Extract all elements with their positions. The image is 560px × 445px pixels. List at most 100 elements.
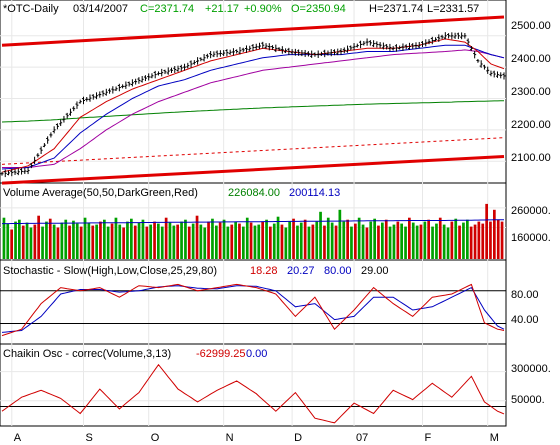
- volume-bar-69: [269, 226, 272, 259]
- x-axis: A S O N D 07 F M: [14, 432, 499, 444]
- volume-bar-114: [442, 224, 446, 259]
- chaikin-tick-300000: 300000.: [511, 363, 551, 375]
- volume-bar-10: [41, 226, 44, 259]
- volume-bar-95: [369, 221, 373, 259]
- volume-bar-113: [438, 217, 442, 259]
- volume-bar-8: [33, 224, 37, 259]
- volume-bar-76: [296, 225, 299, 259]
- volume-bar-72: [280, 224, 284, 259]
- volume-bar-50: [195, 215, 199, 259]
- stoch-tick-80: 80.00: [511, 289, 539, 301]
- volume-bar-85: [330, 222, 334, 259]
- volume-bar-124: [481, 223, 485, 259]
- volume-bar-22: [87, 222, 91, 259]
- volume-bar-104: [404, 226, 407, 259]
- volume-bar-29: [114, 217, 118, 259]
- volume-bar-111: [431, 226, 434, 259]
- chaikin-title: Chaikin Osc - correc(Volume,3,13): [3, 348, 171, 360]
- volume-bar-100: [388, 226, 392, 259]
- volume-bar-82: [319, 211, 322, 259]
- volume-title: Volume Average(50,50,DarkGreen,Red): [3, 187, 198, 199]
- volume-bar-125: [485, 203, 488, 259]
- volume-bar-41: [160, 226, 164, 259]
- volume-bar-1: [6, 223, 10, 259]
- volume-layer: [2, 203, 504, 259]
- chaikin-layer: [0, 363, 506, 424]
- header-low: L=2331.57: [427, 3, 479, 15]
- stoch-lower: 29.00: [361, 265, 389, 277]
- header-close: C=2371.74: [140, 3, 194, 15]
- volume-bar-24: [95, 224, 98, 259]
- volume-bar-118: [458, 225, 461, 259]
- volume-bar-90: [350, 226, 353, 259]
- volume-bar-55: [215, 225, 218, 259]
- volume-bar-65: [253, 225, 257, 259]
- volume-bar-116: [450, 221, 454, 259]
- price-tick-2200: 2200.00: [511, 119, 551, 131]
- volume-bar-78: [303, 219, 307, 259]
- volume-bar-52: [203, 227, 207, 259]
- volume-bar-64: [249, 222, 253, 259]
- header-high: H=2371.74: [369, 3, 423, 15]
- volume-value2: 200114.13: [289, 187, 340, 199]
- x-tick-label-5: 07: [356, 432, 368, 444]
- volume-bar-117: [454, 218, 458, 259]
- volume-bar-28: [110, 223, 114, 259]
- stoch-k-line: [1, 283, 505, 337]
- volume-bar-5: [21, 225, 25, 259]
- stochastic-layer: [0, 283, 506, 337]
- volume-bar-81: [315, 221, 319, 259]
- channel-lower-line: [1, 154, 505, 185]
- volume-bar-87: [338, 209, 342, 259]
- volume-bar-94: [365, 227, 369, 259]
- stoch-title: Stochastic - Slow(High,Low,Close,25,29,8…: [3, 265, 217, 277]
- ma-mid-line: [1, 44, 505, 170]
- volume-bar-23: [91, 225, 95, 259]
- volume-bar-14: [56, 227, 60, 259]
- volume-bar-48: [187, 226, 191, 259]
- volume-bar-51: [199, 224, 203, 259]
- volume-bar-103: [400, 223, 403, 259]
- volume-value1: 226084.00: [228, 187, 280, 199]
- volume-bar-80: [311, 224, 315, 259]
- volume-bar-13: [52, 224, 56, 259]
- ma-long-line: [2, 49, 505, 168]
- volume-bar-91: [354, 223, 357, 259]
- price-tick-2100: 2100.00: [511, 152, 551, 164]
- volume-bar-96: [373, 218, 376, 259]
- volume-bar-36: [141, 219, 145, 259]
- volume-bar-20: [79, 226, 83, 259]
- volume-bar-54: [211, 218, 214, 259]
- volume-bar-127: [493, 209, 496, 259]
- volume-bar-79: [307, 226, 311, 259]
- volume-bar-44: [172, 225, 176, 259]
- volume-bar-63: [245, 217, 249, 259]
- volume-bar-35: [137, 222, 141, 259]
- volume-average-line: [2, 219, 504, 225]
- volume-bar-105: [408, 217, 411, 259]
- volume-bar-110: [427, 219, 430, 259]
- chaikin-line: [1, 363, 505, 424]
- volume-bar-119: [462, 222, 465, 259]
- header-open: O=2350.94: [291, 3, 346, 15]
- volume-bar-77: [299, 222, 303, 259]
- volume-bar-45: [176, 224, 179, 259]
- stoch-tick-40: 40.00: [511, 314, 539, 326]
- volume-bar-38: [149, 224, 152, 259]
- volume-tick-160000: 160000.: [511, 232, 551, 244]
- volume-bar-46: [180, 221, 183, 259]
- volume-bar-60: [234, 221, 237, 259]
- volume-bar-83: [323, 225, 326, 259]
- chaikin-panel-frame: [0, 343, 507, 427]
- volume-bar-102: [396, 221, 400, 259]
- volume-bar-27: [106, 226, 110, 259]
- volume-bar-32: [126, 221, 129, 259]
- x-tick-label-2: O: [151, 432, 160, 444]
- x-tick-label-7: M: [490, 432, 499, 444]
- volume-bar-11: [45, 221, 48, 259]
- volume-bar-106: [411, 222, 415, 259]
- volume-bar-34: [133, 225, 137, 259]
- header-date: 03/14/2007: [73, 3, 128, 15]
- volume-bar-62: [242, 226, 245, 259]
- volume-bar-3: [14, 221, 17, 259]
